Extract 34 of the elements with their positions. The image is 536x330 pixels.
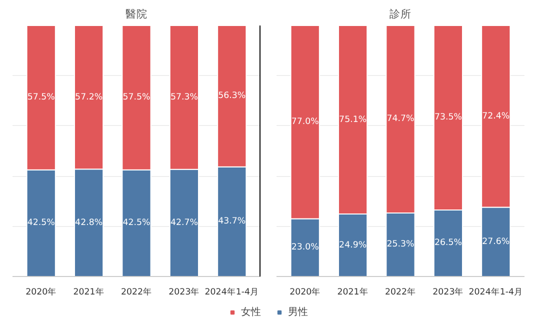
legend-label: 女性: [241, 306, 261, 319]
data-label: 42.8%: [75, 218, 103, 228]
data-label: 72.4%: [482, 111, 510, 122]
data-label: 57.2%: [75, 92, 103, 102]
data-label: 57.5%: [27, 92, 55, 103]
data-label: 75.1%: [339, 114, 367, 125]
data-label: 24.9%: [339, 240, 367, 250]
data-label: 27.6%: [482, 236, 510, 247]
data-label: 23.0%: [291, 242, 319, 253]
data-label: 73.5%: [434, 112, 462, 123]
data-label: 57.3%: [170, 92, 198, 102]
data-label: 57.5%: [122, 92, 150, 103]
x-tick-label: 2021年: [337, 286, 368, 298]
data-label: 26.5%: [434, 238, 462, 248]
x-tick-label: 2022年: [120, 286, 152, 298]
x-tick-label: 2023年: [432, 286, 464, 298]
x-tick-label: 2024年1-4月: [204, 286, 259, 298]
data-label: 25.3%: [386, 240, 414, 250]
x-tick-label: 2024年1-4月: [468, 286, 523, 298]
chart-title: 醫院: [126, 8, 148, 20]
x-tick-label: 2022年: [384, 286, 416, 298]
chart-title: 診所: [390, 8, 412, 20]
data-label: 43.7%: [218, 216, 246, 227]
x-tick-label: 2020年: [290, 286, 321, 298]
data-label: 42.5%: [27, 218, 55, 228]
data-label: 56.3%: [218, 91, 246, 102]
data-label: 77.0%: [291, 117, 319, 128]
data-label: 74.7%: [386, 114, 414, 124]
data-label: 42.7%: [170, 218, 198, 228]
x-tick-label: 2021年: [73, 286, 104, 298]
x-tick-label: 2020年: [26, 286, 57, 298]
legend-label: 男性: [288, 306, 308, 319]
x-tick-label: 2023年: [168, 286, 200, 298]
data-label: 42.5%: [122, 218, 150, 228]
